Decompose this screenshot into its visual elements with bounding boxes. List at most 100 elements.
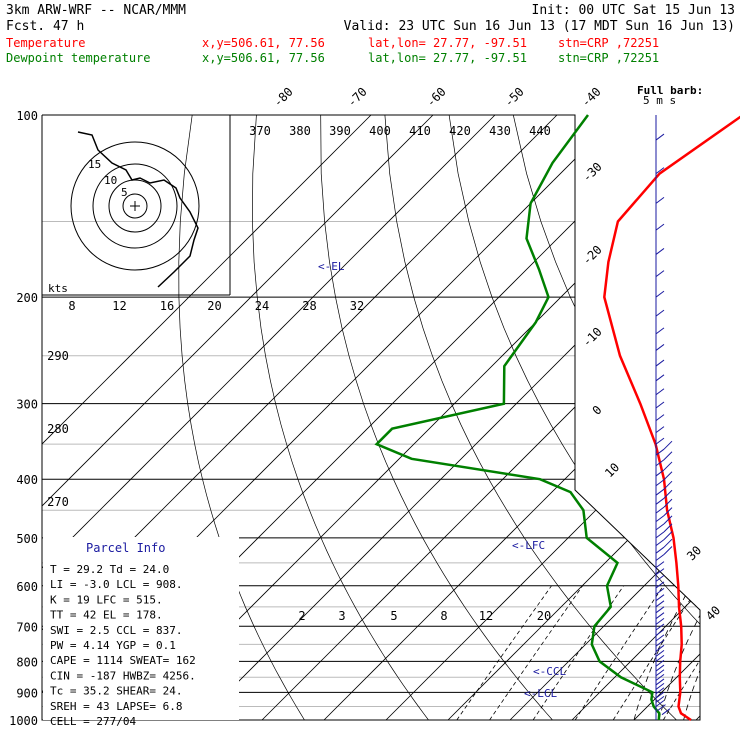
wind-barb (655, 531, 665, 539)
wind-barb (655, 612, 665, 620)
wind-barb (655, 167, 665, 175)
wind-barb (655, 344, 665, 351)
wind-barb (655, 568, 665, 575)
moist-adiabat (683, 221, 700, 720)
wind-barb (655, 687, 665, 695)
valid-time: Valid: 23 UTC Sun 16 Jun 13 (17 MDT Sun … (344, 19, 735, 34)
wind-barb (655, 618, 665, 625)
wind-barb (655, 649, 665, 657)
wind-barb (655, 606, 665, 614)
hodo-ring-label: 15 (88, 158, 101, 171)
wind-barb (655, 581, 665, 589)
wind-barb (655, 290, 665, 298)
wind-barb (655, 587, 665, 595)
wind-barb-flag (663, 523, 673, 533)
init-time: Init: 00 UTC Sat 15 Jun 13 (532, 3, 736, 18)
parcel-info-row: T = 29.2 Td = 24.0 (50, 563, 169, 576)
parcel-info-row: CAPE = 1114 SWEAT= 162 (50, 654, 196, 667)
wind-barb (655, 497, 665, 505)
wind-barb (655, 523, 665, 531)
wind-barb (655, 700, 665, 707)
pressure-axis: 100 200 300 400 500 600 700 800 900 1000 (9, 109, 38, 728)
wind-barb-flag (663, 480, 673, 490)
pressure-tick-label: 400 (16, 473, 38, 487)
lcl-marker: <-LCL (524, 687, 557, 700)
wind-barb (655, 594, 665, 602)
dry-adiabat (448, 115, 700, 720)
wind-barb (655, 669, 665, 677)
wind-barb (655, 401, 665, 409)
wind-barb (655, 561, 665, 569)
wind-barb-flag (663, 440, 673, 450)
hodo-speed-label: 12 (112, 299, 126, 313)
wind-barb (655, 539, 665, 547)
dew-xy: x,y=506.61, 77.56 (202, 51, 325, 65)
wind-barb (655, 133, 665, 141)
hodo-ring-label: 10 (104, 174, 117, 187)
pressure-tick-label: 200 (16, 291, 38, 305)
wind-barb (655, 682, 665, 690)
lfc-marker: <-LFC (512, 539, 545, 552)
plot-border (41, 114, 701, 721)
mixing-ratio-labels: 2 3 5 8 12 20 (298, 609, 551, 623)
wind-barb (655, 691, 665, 699)
wind-barb (655, 515, 665, 523)
hodo-speed-label: 28 (302, 299, 316, 313)
mixing-ratio-line (456, 585, 552, 720)
temp-station: stn=CRP ,72251 (558, 36, 659, 50)
wind-barb (655, 659, 665, 667)
wind-barb (655, 554, 665, 561)
parcel-info-title: Parcel Info (86, 541, 165, 555)
mixing-ratio-line (612, 585, 700, 720)
temp-xy: x,y=506.61, 77.56 (202, 36, 325, 50)
wind-barb (655, 673, 665, 681)
hodo-direction-label: 290 (47, 349, 69, 363)
isotherm (571, 115, 700, 720)
wind-barb-flag (663, 515, 673, 525)
pressure-tick-label: 800 (16, 655, 38, 669)
wind-barb (655, 574, 665, 582)
theta-e-label: 380 (289, 124, 311, 138)
isotherm (509, 115, 700, 720)
wind-barb (655, 506, 665, 514)
ccl-marker: <-CCL (533, 665, 566, 678)
theta-e-labels: 370 380 390 400 410 420 430 440 (249, 124, 551, 138)
hodo-speed-labels: 8 12 16 20 24 28 32 290 280 270 (47, 299, 364, 509)
wind-barb (655, 629, 665, 636)
wind-barb (655, 623, 665, 631)
wind-barb (655, 448, 665, 456)
theta-e-label: 390 (329, 124, 351, 138)
legend-dewpoint: Dewpoint temperature (6, 51, 151, 65)
wind-barb-flag (663, 531, 673, 540)
mixing-ratio-label: 5 (390, 609, 397, 623)
temperature-profile (603, 115, 740, 722)
theta-e-label: 410 (409, 124, 431, 138)
hodo-speed-label: 24 (255, 299, 269, 313)
parcel-info-row: CELL = 277/04 (50, 715, 136, 728)
isotherm (42, 115, 434, 720)
wind-barb-flag (663, 489, 673, 499)
pressure-tick-label: 300 (16, 398, 38, 412)
hodo-direction-label: 280 (47, 422, 69, 436)
wind-barb (655, 223, 665, 231)
mixing-ratio-label: 3 (338, 609, 345, 623)
el-marker: <-EL (318, 260, 345, 273)
wind-barb-flag (663, 451, 673, 461)
wind-barb (655, 270, 665, 278)
mixing-ratio-label: 2 (298, 609, 305, 623)
wind-barb (655, 469, 665, 477)
kts-label: kts (48, 282, 68, 295)
dry-adiabat (384, 115, 677, 720)
wind-barb (655, 639, 665, 647)
theta-e-label: 440 (529, 124, 551, 138)
wind-barb (655, 634, 665, 642)
parcel-info-box: Parcel Info T = 29.2 Td = 24.0 LI = -3.0 … (43, 537, 239, 728)
hodo-trace (77, 131, 199, 288)
wind-barb-flag (663, 461, 673, 471)
wind-barb-flag (663, 498, 673, 508)
hodo-ring (70, 141, 200, 271)
wind-barb (655, 644, 665, 652)
isotherm (199, 115, 700, 720)
pressure-tick-label: 900 (16, 686, 38, 700)
